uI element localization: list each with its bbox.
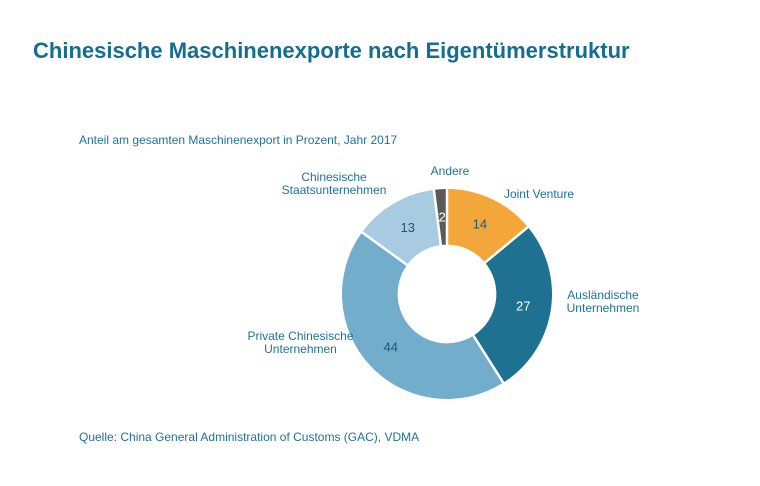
slice-label-auslaendische-unternehmen: Ausländische Unternehmen	[566, 288, 640, 315]
slice-separator	[483, 225, 530, 264]
slice-label-joint-venture: Joint Venture	[503, 187, 575, 201]
slice-label-andere: Andere	[430, 164, 470, 178]
donut-slice	[473, 227, 552, 383]
chart-subtitle: Anteil am gesamten Maschinenexport in Pr…	[79, 133, 398, 147]
page-title: Chinesische Maschinenexporte nach Eigent…	[33, 38, 630, 63]
donut-slice	[433, 189, 447, 246]
slice-value: 14	[473, 217, 487, 232]
slice-separator	[360, 230, 409, 267]
donut-slice	[341, 232, 504, 399]
slice-label-private-chinesische-unternehmen: Private Chinesische Unternehmen	[247, 329, 354, 356]
slice-value: 27	[516, 299, 530, 314]
slice-value: 44	[384, 339, 398, 354]
slice-value: 13	[400, 220, 414, 235]
slice-value: 2	[439, 209, 446, 224]
donut-slice	[447, 189, 528, 263]
slice-label-chinesische-staatsunternehmen: Chinesische Staatsunternehmen	[281, 170, 387, 197]
slice-separator	[472, 334, 505, 384]
source-note: Quelle: China General Administration of …	[79, 430, 420, 444]
slice-separator	[432, 189, 443, 246]
